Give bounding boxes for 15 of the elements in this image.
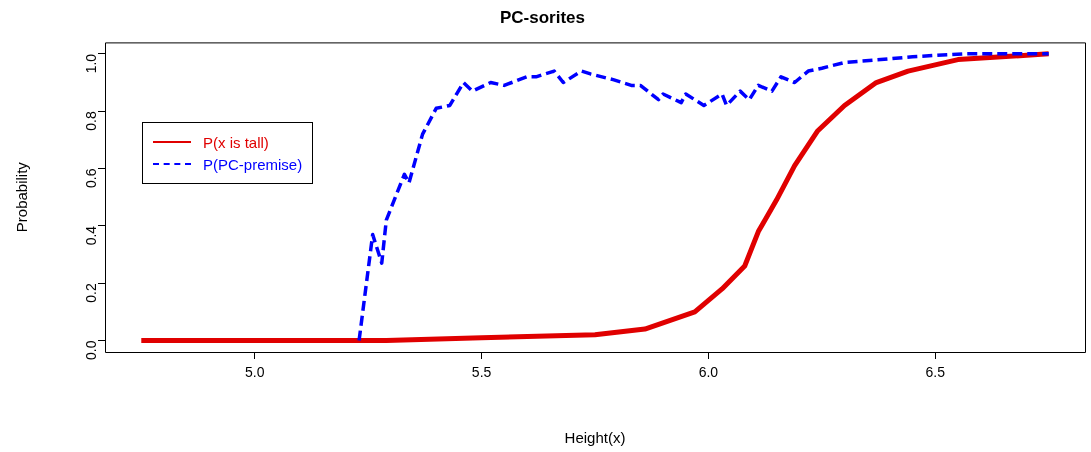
x-tick-label: 6.0 bbox=[698, 364, 719, 381]
y-tick-label: 0.0 bbox=[82, 340, 99, 360]
y-tick-label: 1.0 bbox=[82, 53, 99, 74]
chart-title: PC-sorites bbox=[499, 7, 586, 27]
y-tick-label: 0.8 bbox=[82, 110, 99, 131]
y-axis-title: Probability bbox=[13, 161, 31, 233]
x-tick-label: 5.5 bbox=[471, 364, 492, 381]
y-tick-label: 0.4 bbox=[82, 225, 99, 246]
legend-label: P(PC-premise) bbox=[203, 155, 303, 173]
legend-label: P(x is tall) bbox=[203, 133, 269, 151]
y-tick-label: 0.6 bbox=[82, 168, 99, 188]
x-tick-label: 6.5 bbox=[925, 364, 946, 381]
x-axis-title: Height(x) bbox=[564, 429, 626, 447]
x-tick-label: 5.0 bbox=[244, 364, 265, 381]
y-tick-label: 0.2 bbox=[82, 282, 99, 303]
